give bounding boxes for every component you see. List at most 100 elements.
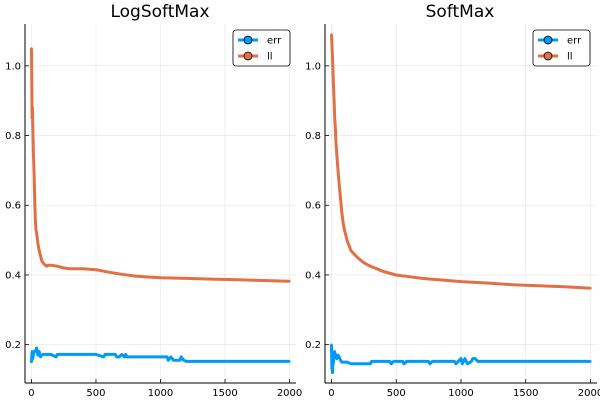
- data-point: [123, 355, 126, 359]
- data-point: [146, 355, 149, 359]
- x-tick-label: 1500: [513, 388, 538, 399]
- data-point: [454, 362, 457, 365]
- series-err: [330, 343, 592, 374]
- data-point: [223, 360, 227, 363]
- data-point: [40, 259, 43, 263]
- data-point: [114, 353, 117, 356]
- data-point: [236, 278, 240, 281]
- legend: err ll: [532, 29, 591, 67]
- data-point: [169, 355, 172, 359]
- data-point: [395, 360, 398, 363]
- data-point: [34, 228, 38, 231]
- data-point: [210, 277, 214, 281]
- x-tick-label: 2000: [578, 388, 600, 399]
- data-point: [288, 360, 291, 363]
- data-point: [49, 264, 52, 267]
- data-point: [262, 279, 265, 282]
- data-point: [343, 228, 346, 231]
- panel-1: 0 500 1000 1500 2000 0.2 0.4 0.6 0.8 1.0 LogSoftMa…: [5, 2, 302, 399]
- x-tick-label: 1500: [212, 388, 237, 399]
- x-tick-label: 500: [387, 388, 406, 399]
- data-point: [333, 116, 336, 120]
- data-point: [349, 249, 353, 252]
- data-point: [182, 359, 185, 362]
- data-point: [446, 279, 450, 282]
- data-point: [470, 360, 473, 363]
- data-point: [420, 277, 424, 280]
- data-point: [341, 221, 345, 224]
- data-point: [69, 353, 72, 356]
- data-point: [332, 360, 335, 364]
- data-point: [345, 238, 349, 242]
- data-point: [338, 355, 341, 359]
- data-point: [94, 353, 98, 356]
- data-point: [446, 360, 450, 363]
- data-point: [185, 360, 188, 363]
- data-point: [56, 353, 59, 356]
- data-point: [333, 350, 336, 353]
- x-tick-label: 0: [28, 388, 34, 399]
- data-point: [62, 266, 65, 270]
- data-point: [485, 360, 489, 363]
- data-point: [392, 360, 395, 363]
- data-point: [165, 355, 169, 359]
- data-point: [125, 355, 129, 359]
- data-point: [433, 278, 437, 281]
- data-point: [334, 353, 338, 357]
- data-point: [369, 265, 372, 268]
- data-point: [563, 360, 566, 363]
- data-point: [288, 280, 291, 283]
- data-point: [332, 82, 335, 85]
- data-point: [340, 211, 343, 214]
- data-point: [461, 362, 464, 365]
- data-point: [395, 273, 398, 277]
- data-point: [334, 141, 338, 144]
- series-err: [30, 346, 291, 364]
- y-tick-label: 0.8: [5, 131, 21, 142]
- legend-marker: [543, 51, 553, 61]
- data-point: [39, 254, 42, 257]
- data-point: [389, 362, 393, 365]
- data-point: [102, 355, 105, 359]
- data-point: [31, 120, 34, 123]
- series-ll: [30, 47, 291, 283]
- data-point: [185, 277, 188, 280]
- data-point: [178, 359, 182, 362]
- data-point: [30, 82, 33, 85]
- legend-box: [232, 29, 291, 67]
- data-point: [420, 360, 424, 363]
- data-point: [408, 360, 411, 363]
- data-point: [331, 364, 334, 367]
- legend-label: ll: [267, 52, 273, 63]
- data-point: [338, 183, 341, 186]
- data-point: [172, 359, 175, 362]
- data-point: [402, 362, 406, 365]
- data-point: [331, 64, 334, 68]
- data-point: [459, 280, 463, 283]
- data-point: [56, 265, 59, 268]
- data-point: [563, 285, 566, 288]
- x-tick-label: 500: [86, 388, 105, 399]
- data-point: [330, 343, 333, 346]
- data-point: [118, 355, 121, 359]
- panel-2: 0 500 1000 1500 2000 0.2 0.4 0.6 0.8 1.0 SoftMax er…: [305, 2, 600, 399]
- data-point: [485, 281, 489, 285]
- y-tick-label: 0.8: [305, 131, 321, 142]
- data-point: [31, 106, 34, 109]
- panel-title: SoftMax: [426, 2, 495, 22]
- data-point: [330, 47, 334, 50]
- data-point: [249, 360, 252, 363]
- data-point: [589, 360, 592, 363]
- data-point: [36, 353, 40, 357]
- data-point: [362, 261, 366, 264]
- y-tick-label: 1.0: [305, 61, 321, 72]
- data-point: [349, 362, 353, 365]
- data-point: [32, 151, 35, 155]
- data-point: [30, 360, 33, 364]
- data-point: [382, 270, 385, 273]
- data-point: [43, 353, 46, 356]
- data-point: [336, 353, 340, 357]
- data-point: [463, 357, 467, 360]
- data-point: [146, 275, 149, 279]
